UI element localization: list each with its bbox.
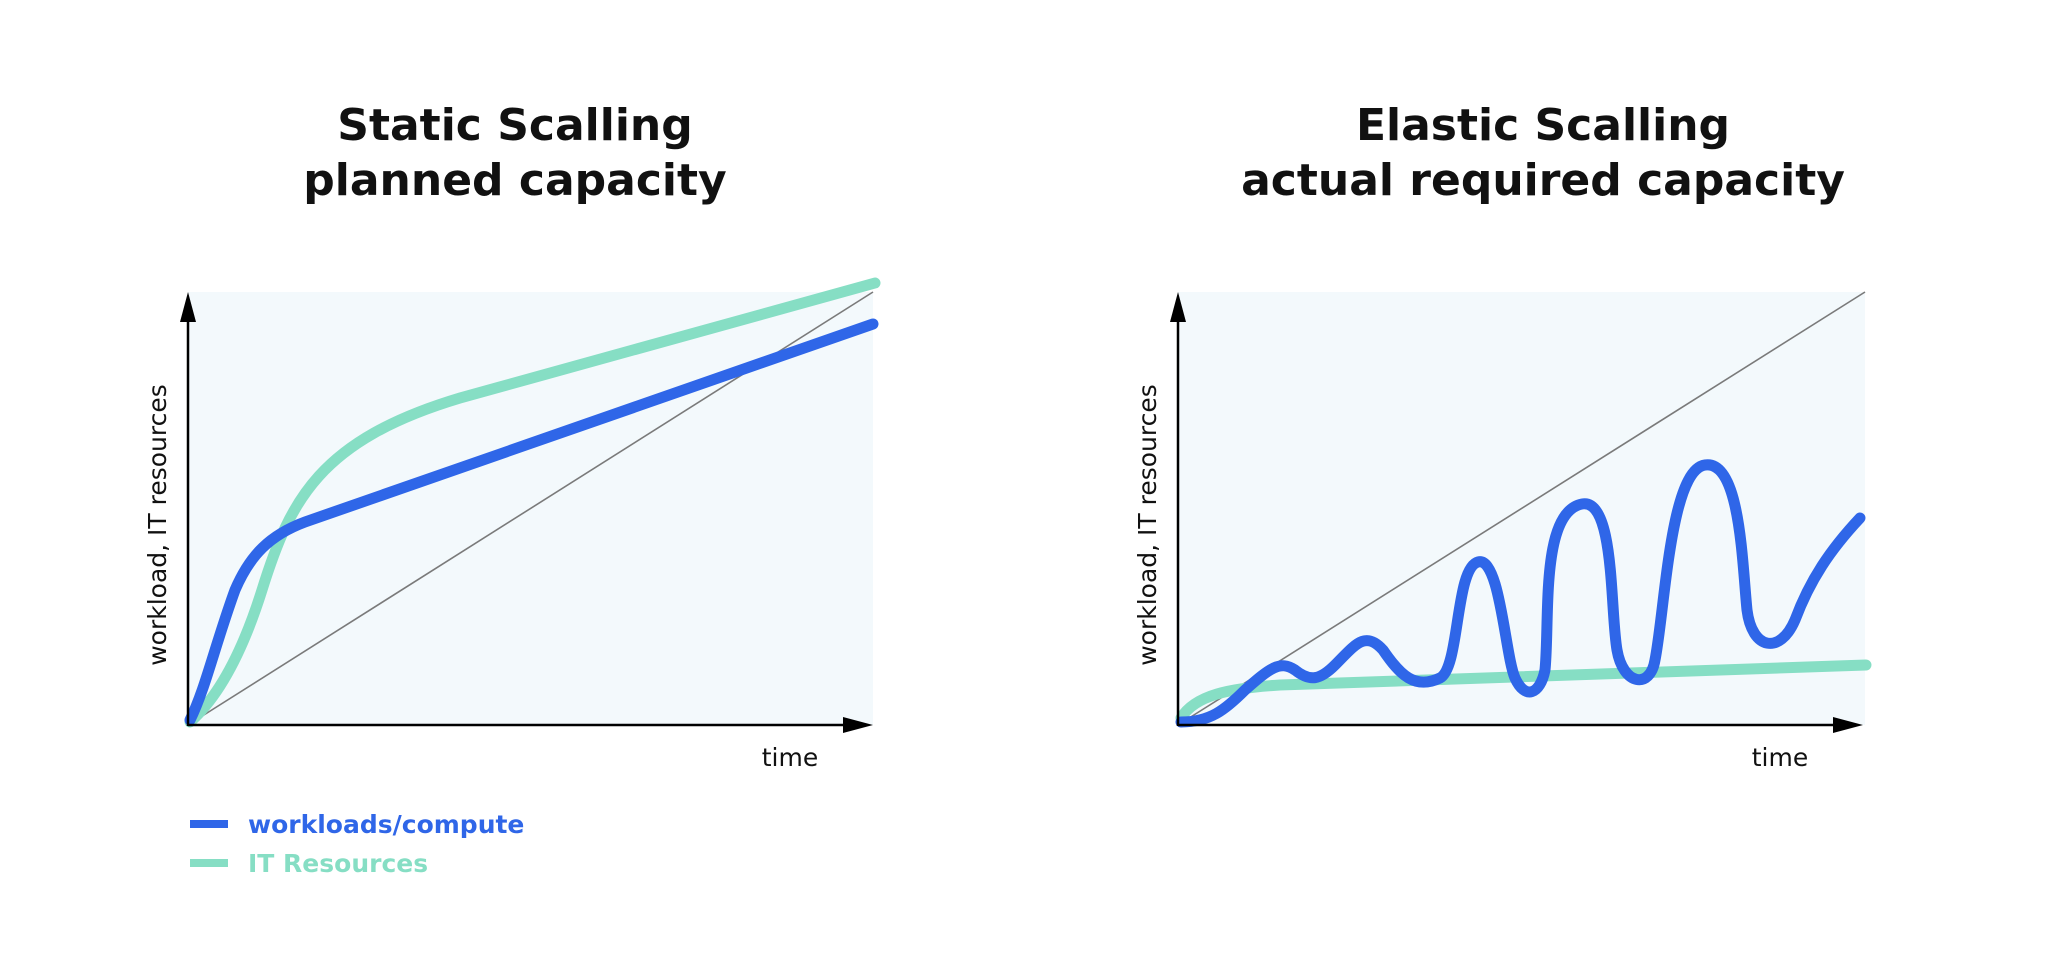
static-title-line1: Static Scalling	[337, 100, 692, 151]
static-scaling-panel: Static Scalling planned capacity workloa…	[143, 100, 881, 772]
static-title-line2: planned capacity	[303, 155, 726, 206]
static-y-axis-label: workload, IT resources	[143, 384, 172, 666]
static-x-axis-arrow-icon	[843, 717, 873, 733]
static-resources-line	[184, 277, 881, 728]
elastic-workload-line	[1175, 459, 1866, 728]
elastic-reference-diagonal	[1177, 291, 1866, 726]
legend-resources-label: IT Resources	[248, 849, 428, 878]
static-workload-line	[184, 318, 879, 726]
elastic-scaling-panel: Elastic Scalling actual required capacit…	[1133, 100, 1872, 772]
static-y-axis-arrow-icon	[180, 292, 196, 322]
elastic-title-line1: Elastic Scalling	[1356, 100, 1730, 151]
elastic-y-axis-arrow-icon	[1170, 292, 1186, 322]
legend: workloads/compute IT Resources	[190, 810, 524, 878]
elastic-title-line2: actual required capacity	[1241, 155, 1845, 206]
elastic-y-axis-label: workload, IT resources	[1133, 384, 1162, 666]
elastic-resources-line	[1175, 659, 1872, 724]
elastic-x-axis-label: time	[1752, 743, 1808, 772]
static-x-axis-label: time	[762, 743, 818, 772]
elastic-x-axis-arrow-icon	[1833, 717, 1863, 733]
legend-workload-label: workloads/compute	[248, 810, 524, 839]
